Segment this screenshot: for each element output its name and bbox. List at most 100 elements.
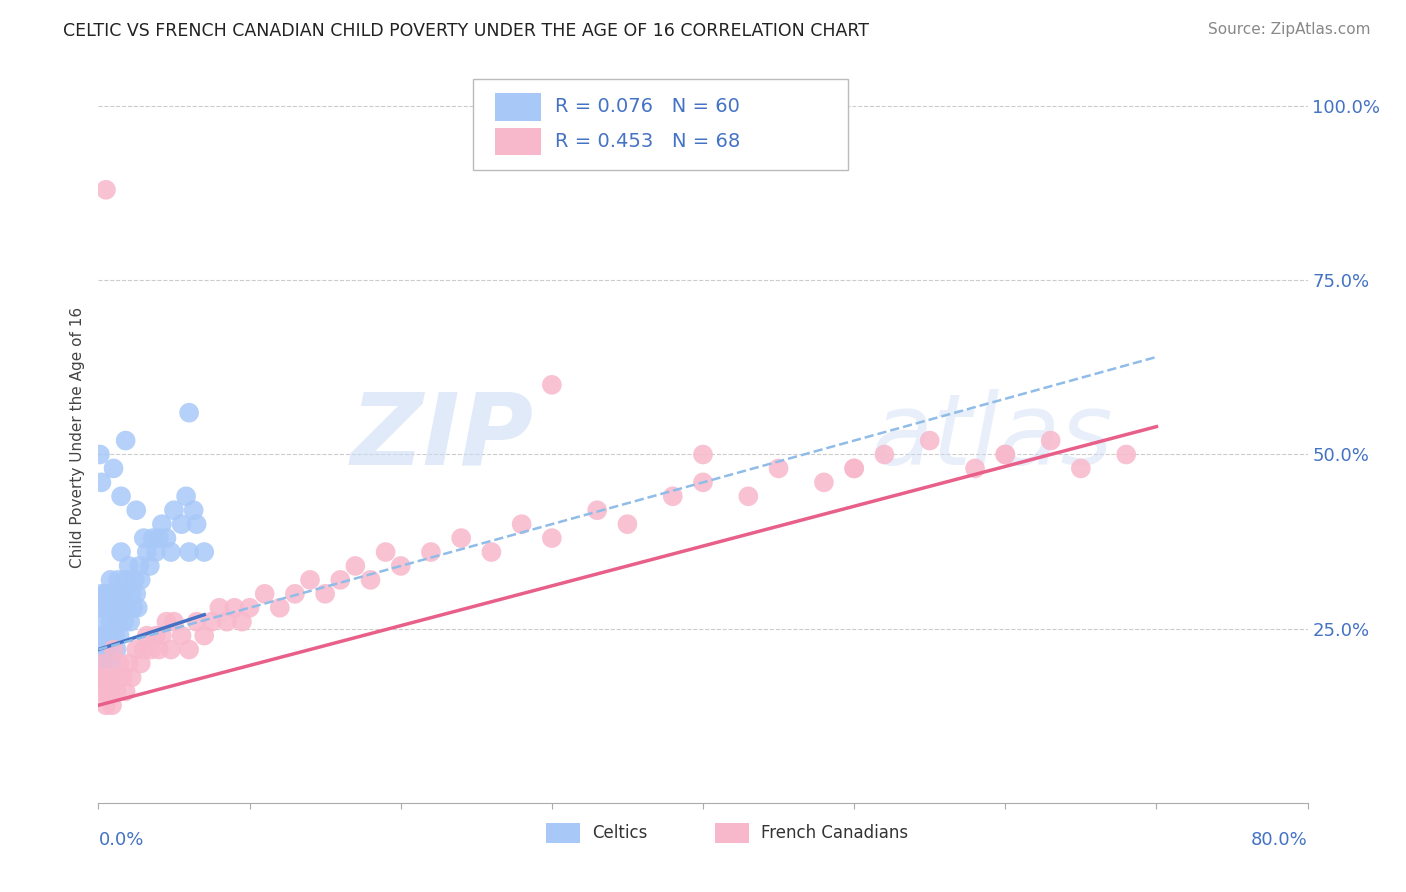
Point bbox=[586, 503, 609, 517]
FancyBboxPatch shape bbox=[716, 822, 749, 843]
Point bbox=[142, 531, 165, 545]
Point bbox=[284, 587, 307, 601]
Point bbox=[105, 684, 128, 698]
Point bbox=[114, 573, 136, 587]
Point bbox=[93, 670, 115, 684]
FancyBboxPatch shape bbox=[495, 128, 541, 155]
Point bbox=[481, 545, 503, 559]
Point bbox=[104, 629, 127, 643]
Point bbox=[1115, 448, 1137, 462]
Point bbox=[108, 657, 131, 671]
Point bbox=[94, 587, 117, 601]
Point bbox=[101, 657, 124, 671]
Point bbox=[110, 489, 132, 503]
Point bbox=[193, 545, 215, 559]
Point bbox=[148, 642, 170, 657]
Point bbox=[994, 448, 1017, 462]
Point bbox=[110, 600, 132, 615]
Point bbox=[389, 558, 412, 573]
Text: R = 0.076   N = 60: R = 0.076 N = 60 bbox=[555, 97, 741, 116]
Point bbox=[128, 558, 150, 573]
Point bbox=[135, 545, 157, 559]
Point bbox=[186, 615, 208, 629]
Point bbox=[103, 587, 125, 601]
Point bbox=[91, 684, 114, 698]
Point bbox=[179, 545, 201, 559]
Point bbox=[103, 461, 125, 475]
Point bbox=[208, 600, 231, 615]
Point bbox=[170, 517, 193, 532]
Point bbox=[89, 448, 111, 462]
Point bbox=[125, 642, 148, 657]
Point bbox=[104, 600, 127, 615]
Point bbox=[201, 615, 224, 629]
Point bbox=[125, 587, 148, 601]
Point bbox=[160, 642, 183, 657]
Point bbox=[186, 517, 208, 532]
Point bbox=[450, 531, 472, 545]
Point bbox=[510, 517, 533, 532]
Point bbox=[179, 406, 201, 420]
Point bbox=[145, 545, 167, 559]
Point bbox=[94, 629, 117, 643]
Point bbox=[231, 615, 253, 629]
Point bbox=[661, 489, 683, 503]
Point bbox=[737, 489, 759, 503]
Point bbox=[239, 600, 262, 615]
Text: 80.0%: 80.0% bbox=[1251, 830, 1308, 848]
Point bbox=[89, 600, 111, 615]
Point bbox=[174, 489, 197, 503]
Point bbox=[813, 475, 835, 490]
Point bbox=[344, 558, 367, 573]
Point bbox=[193, 629, 215, 643]
Point bbox=[111, 587, 134, 601]
Point bbox=[692, 475, 714, 490]
Point bbox=[160, 545, 183, 559]
Point bbox=[96, 600, 118, 615]
Point bbox=[141, 642, 163, 657]
Point bbox=[103, 670, 125, 684]
Point bbox=[124, 573, 146, 587]
Point bbox=[155, 531, 177, 545]
Point bbox=[844, 461, 866, 475]
Point bbox=[100, 684, 122, 698]
Point bbox=[139, 558, 162, 573]
Point bbox=[105, 587, 128, 601]
Point bbox=[93, 615, 115, 629]
Point bbox=[150, 629, 173, 643]
Point bbox=[90, 657, 112, 671]
Point bbox=[96, 684, 118, 698]
Text: French Canadians: French Canadians bbox=[761, 824, 908, 842]
Point bbox=[374, 545, 396, 559]
Point bbox=[110, 545, 132, 559]
Point bbox=[90, 475, 112, 490]
Point bbox=[299, 573, 322, 587]
Point bbox=[101, 600, 124, 615]
Point bbox=[122, 600, 145, 615]
Point bbox=[105, 642, 128, 657]
Point bbox=[111, 670, 134, 684]
Point bbox=[121, 587, 143, 601]
Point bbox=[120, 615, 142, 629]
Point bbox=[170, 629, 193, 643]
Point bbox=[965, 461, 987, 475]
Point bbox=[145, 629, 167, 643]
Point bbox=[844, 461, 866, 475]
Point bbox=[540, 377, 562, 392]
Point bbox=[94, 657, 117, 671]
Point bbox=[100, 615, 122, 629]
Point bbox=[873, 448, 896, 462]
Point bbox=[918, 434, 941, 448]
Point bbox=[215, 615, 238, 629]
Point bbox=[616, 517, 638, 532]
Point bbox=[98, 587, 121, 601]
Text: Celtics: Celtics bbox=[592, 824, 647, 842]
Text: atlas: atlas bbox=[872, 389, 1114, 485]
Point bbox=[121, 670, 143, 684]
Point bbox=[768, 461, 790, 475]
Text: 0.0%: 0.0% bbox=[98, 830, 143, 848]
Point bbox=[89, 657, 111, 671]
Point bbox=[1070, 461, 1092, 475]
Point bbox=[107, 573, 129, 587]
Point bbox=[91, 670, 114, 684]
